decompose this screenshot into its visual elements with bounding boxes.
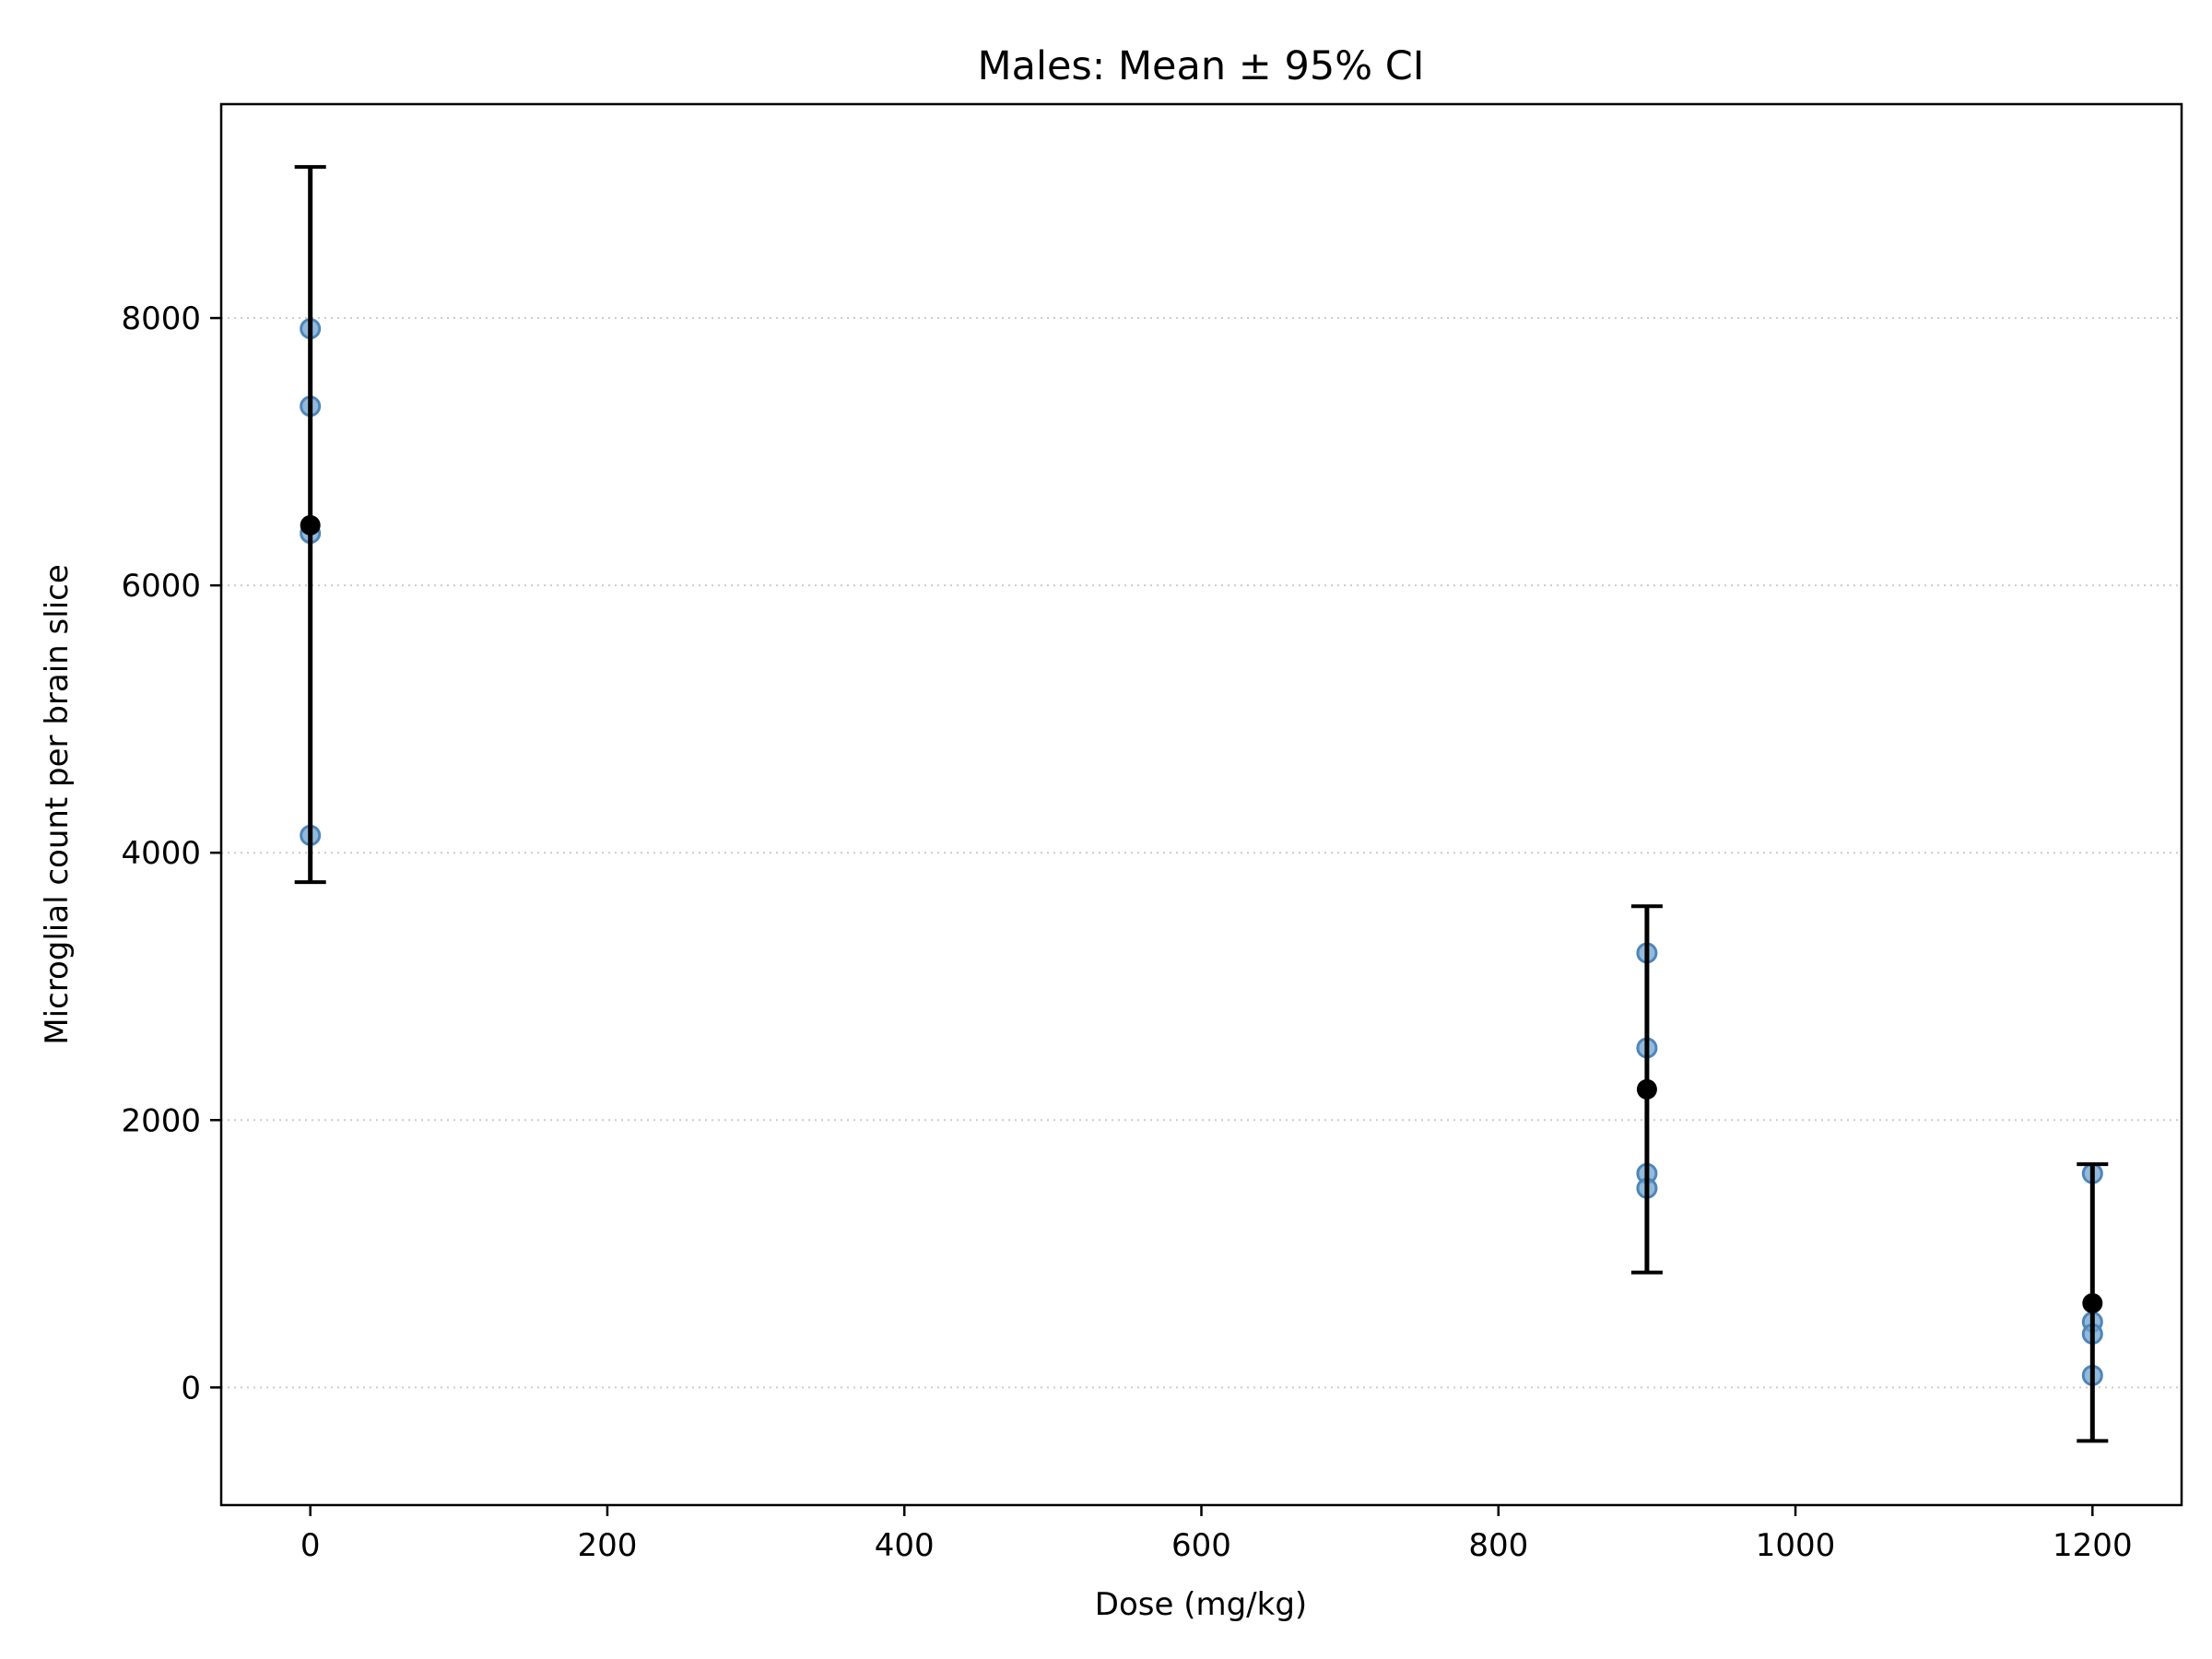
y-tick-label: 2000 (121, 1102, 201, 1139)
x-axis: 0 200 400 600 800 1000 1200 (300, 1505, 2133, 1564)
mean-point (2082, 1292, 2103, 1313)
error-bars (294, 165, 2109, 1443)
x-tick-label: 400 (875, 1527, 935, 1564)
x-tick-label: 800 (1468, 1527, 1528, 1564)
x-tick-label: 1000 (1756, 1527, 1836, 1564)
y-axis-label: Microglial count per brain slice (39, 564, 76, 1045)
x-axis-label: Dose (mg/kg) (1095, 1586, 1307, 1623)
chart-title: Males: Mean ± 95% CI (978, 43, 1425, 89)
x-tick-label: 1200 (2053, 1527, 2133, 1564)
mean-point (300, 514, 321, 535)
x-tick-label: 200 (578, 1527, 638, 1564)
x-tick-label: 600 (1171, 1527, 1231, 1564)
y-axis: 0 2000 4000 6000 8000 (121, 300, 221, 1406)
y-tick-label: 6000 (121, 568, 201, 605)
mean-point (1636, 1078, 1657, 1100)
y-tick-label: 8000 (121, 300, 201, 337)
y-tick-label: 0 (181, 1370, 201, 1406)
grid (221, 317, 2182, 1389)
y-tick-label: 4000 (121, 835, 201, 872)
x-tick-label: 0 (300, 1527, 321, 1564)
